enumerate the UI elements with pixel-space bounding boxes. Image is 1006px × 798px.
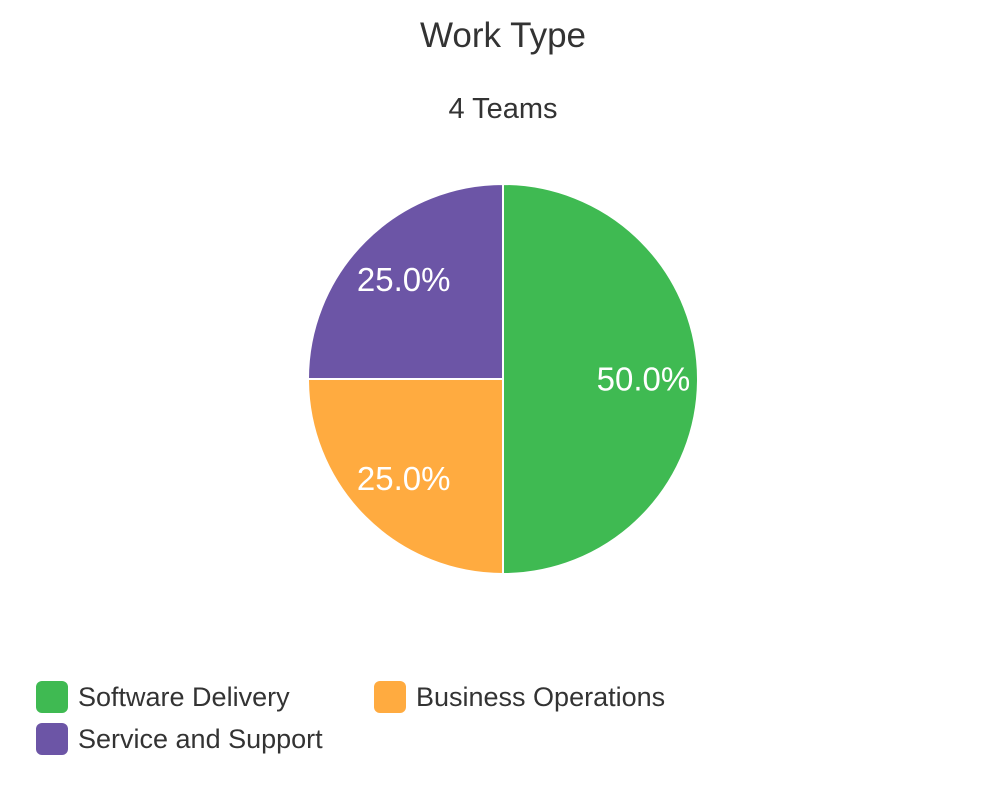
- pie-data-label-business-operations: 25.0%: [357, 460, 451, 497]
- legend-item-software-delivery[interactable]: Software Delivery: [36, 680, 290, 714]
- legend-swatch-software-delivery: [36, 681, 68, 713]
- legend-swatch-business-operations: [374, 681, 406, 713]
- pie-slice-software-delivery[interactable]: [502, 182, 699, 576]
- legend-item-business-operations[interactable]: Business Operations: [374, 680, 665, 714]
- legend-item-service-and-support[interactable]: Service and Support: [36, 722, 323, 756]
- legend-label-software-delivery: Software Delivery: [78, 681, 290, 712]
- pie-data-label-service-and-support: 25.0%: [357, 261, 451, 298]
- pie-slice-business-operations[interactable]: [306, 378, 504, 576]
- legend-swatch-service-and-support: [36, 723, 68, 755]
- pie-data-label-software-delivery: 50.0%: [597, 361, 691, 398]
- pie-slice-service-and-support[interactable]: [306, 182, 504, 380]
- pie-chart: 50.0% 25.0% 25.0%: [306, 182, 699, 576]
- legend-label-business-operations: Business Operations: [416, 681, 666, 712]
- chart-subtitle: 4 Teams: [448, 93, 558, 125]
- legend-label-service-and-support: Service and Support: [78, 723, 323, 754]
- chart-title: Work Type: [420, 16, 586, 55]
